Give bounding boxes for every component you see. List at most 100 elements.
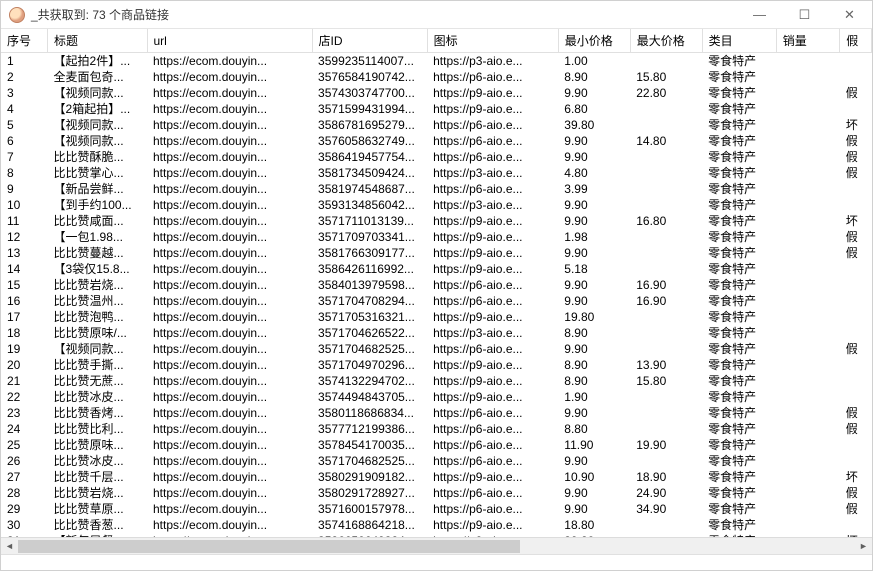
- cell: https://ecom.douyin...: [147, 469, 312, 485]
- table-row[interactable]: 27比比赞千层...https://ecom.douyin...35802919…: [1, 469, 872, 485]
- scroll-left-button[interactable]: ◄: [1, 538, 18, 555]
- cell: https://ecom.douyin...: [147, 309, 312, 325]
- cell: 19.80: [558, 309, 630, 325]
- col-seq[interactable]: 序号: [1, 29, 48, 53]
- cell: 零食特产: [702, 181, 776, 197]
- table-row[interactable]: 12【一包1.98...https://ecom.douyin...357170…: [1, 229, 872, 245]
- cell: 9.90: [558, 85, 630, 101]
- table-row[interactable]: 17比比赞泡鸭...https://ecom.douyin...35717053…: [1, 309, 872, 325]
- table-row[interactable]: 13比比赞蔓越...https://ecom.douyin...35817663…: [1, 245, 872, 261]
- cell: https://ecom.douyin...: [147, 517, 312, 533]
- cell: 【起拍2件】...: [48, 53, 147, 70]
- table-row[interactable]: 4【2箱起拍】...https://ecom.douyin...35715994…: [1, 101, 872, 117]
- maximize-button[interactable]: ☐: [782, 1, 827, 29]
- col-url[interactable]: url: [147, 29, 312, 53]
- cell: 7: [1, 149, 48, 165]
- cell: [630, 149, 702, 165]
- table-row[interactable]: 1【起拍2件】...https://ecom.douyin...35992351…: [1, 53, 872, 70]
- table-row[interactable]: 16比比赞温州...https://ecom.douyin...35717047…: [1, 293, 872, 309]
- cell: [776, 69, 839, 85]
- cell: [840, 69, 872, 85]
- col-icon[interactable]: 图标: [427, 29, 558, 53]
- col-title[interactable]: 标题: [48, 29, 147, 53]
- table-row[interactable]: 5【视频同款...https://ecom.douyin...358678169…: [1, 117, 872, 133]
- cell: 3571704682525...: [312, 341, 427, 357]
- table-row[interactable]: 2全麦面包奇...https://ecom.douyin...357658419…: [1, 69, 872, 85]
- cell: 3599235114007...: [312, 53, 427, 70]
- col-cat[interactable]: 类目: [702, 29, 776, 53]
- cell: [840, 325, 872, 341]
- table-row[interactable]: 22比比赞冰皮...https://ecom.douyin...35744948…: [1, 389, 872, 405]
- cell: https://ecom.douyin...: [147, 485, 312, 501]
- table-row[interactable]: 26比比赞冰皮...https://ecom.douyin...35717046…: [1, 453, 872, 469]
- col-maxp[interactable]: 最大价格: [630, 29, 702, 53]
- cell: 8.90: [558, 69, 630, 85]
- cell: https://ecom.douyin...: [147, 421, 312, 437]
- cell: 假: [840, 341, 872, 357]
- cell: 零食特产: [702, 405, 776, 421]
- table-row[interactable]: 30比比赞香葱...https://ecom.douyin...35741688…: [1, 517, 872, 533]
- col-sales[interactable]: 销量: [776, 29, 839, 53]
- cell: 3571704682525...: [312, 453, 427, 469]
- table-row[interactable]: 10【到手约100...https://ecom.douyin...359313…: [1, 197, 872, 213]
- col-shop[interactable]: 店ID: [312, 29, 427, 53]
- table-row[interactable]: 20比比赞手撕...https://ecom.douyin...35717049…: [1, 357, 872, 373]
- table-row[interactable]: 7比比赞酥脆...https://ecom.douyin...358641945…: [1, 149, 872, 165]
- cell: https://p9-aio.e...: [427, 469, 558, 485]
- close-button[interactable]: ✕: [827, 1, 872, 29]
- scroll-thumb[interactable]: [18, 540, 520, 553]
- table-row[interactable]: 23比比赞香烤...https://ecom.douyin...35801186…: [1, 405, 872, 421]
- cell: 17: [1, 309, 48, 325]
- table-row[interactable]: 28比比赞岩烧...https://ecom.douyin...35802917…: [1, 485, 872, 501]
- cell: [776, 453, 839, 469]
- scroll-right-button[interactable]: ►: [855, 538, 872, 555]
- col-last[interactable]: 假: [840, 29, 872, 53]
- table-row[interactable]: 29比比赞草原...https://ecom.douyin...35716001…: [1, 501, 872, 517]
- table-row[interactable]: 14【3袋仅15.8...https://ecom.douyin...35864…: [1, 261, 872, 277]
- cell: 22: [1, 389, 48, 405]
- cell: 假: [840, 485, 872, 501]
- table-row[interactable]: 24 比比赞比利...https://ecom.douyin...3577712…: [1, 421, 872, 437]
- table-row[interactable]: 18比比赞原味/...https://ecom.douyin...3571704…: [1, 325, 872, 341]
- cell: https://p6-aio.e...: [427, 501, 558, 517]
- cell: 25: [1, 437, 48, 453]
- scroll-track[interactable]: [18, 538, 855, 555]
- cell: 13: [1, 245, 48, 261]
- cell: 零食特产: [702, 485, 776, 501]
- cell: 零食特产: [702, 213, 776, 229]
- table-row[interactable]: 3【视频同款...https://ecom.douyin...357430374…: [1, 85, 872, 101]
- table-row[interactable]: 9【新品尝鲜...https://ecom.douyin...358197454…: [1, 181, 872, 197]
- col-minp[interactable]: 最小价格: [558, 29, 630, 53]
- table-row[interactable]: 15比比赞岩烧...https://ecom.douyin...35840139…: [1, 277, 872, 293]
- cell: 3580291728927...: [312, 485, 427, 501]
- cell: https://p6-aio.e...: [427, 181, 558, 197]
- table-row[interactable]: 8比比赞掌心...https://ecom.douyin...358173450…: [1, 165, 872, 181]
- cell: 比比赞酥脆...: [48, 149, 147, 165]
- table-row[interactable]: 19【视频同款...https://ecom.douyin...35717046…: [1, 341, 872, 357]
- table-row[interactable]: 6【视频同款...https://ecom.douyin...357605863…: [1, 133, 872, 149]
- cell: 15: [1, 277, 48, 293]
- cell: [840, 357, 872, 373]
- cell: https://p3-aio.e...: [427, 197, 558, 213]
- cell: [630, 197, 702, 213]
- horizontal-scrollbar[interactable]: ◄ ►: [1, 537, 872, 554]
- table-row[interactable]: 11比比赞咸面...https://ecom.douyin...35717110…: [1, 213, 872, 229]
- table-row[interactable]: 21比比赞无蔗...https://ecom.douyin...35741322…: [1, 373, 872, 389]
- cell: https://p6-aio.e...: [427, 341, 558, 357]
- cell: https://p6-aio.e...: [427, 69, 558, 85]
- cell: 9.90: [558, 485, 630, 501]
- table-row[interactable]: 25比比赞原味...https://ecom.douyin...35784541…: [1, 437, 872, 453]
- cell: https://ecom.douyin...: [147, 85, 312, 101]
- cell: [776, 341, 839, 357]
- cell: https://p9-aio.e...: [427, 373, 558, 389]
- cell: 比比赞泡鸭...: [48, 309, 147, 325]
- cell: 【到手约100...: [48, 197, 147, 213]
- cell: [630, 245, 702, 261]
- minimize-button[interactable]: —: [737, 1, 782, 29]
- cell: [630, 453, 702, 469]
- cell: https://p6-aio.e...: [427, 437, 558, 453]
- cell: [776, 133, 839, 149]
- cell: https://p9-aio.e...: [427, 517, 558, 533]
- cell: 比比赞草原...: [48, 501, 147, 517]
- cell: 零食特产: [702, 341, 776, 357]
